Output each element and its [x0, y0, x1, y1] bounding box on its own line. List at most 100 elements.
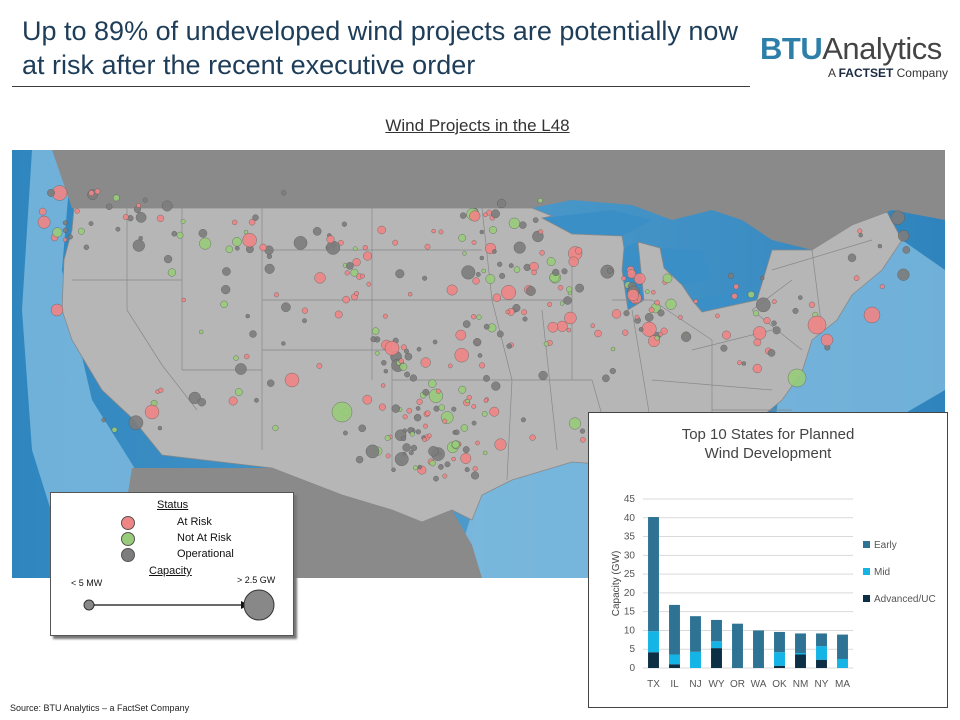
map-dots: [37, 185, 911, 482]
wind-project-dot: [471, 240, 477, 245]
wind-project-dot: [787, 368, 807, 388]
wind-project-dot: [807, 315, 827, 335]
x-tick-label: NM: [793, 679, 809, 690]
bar-segment: [837, 658, 848, 668]
legend-entry: Advanced/UC: [874, 594, 936, 605]
state-borders: [72, 207, 873, 481]
y-tick-label: 25: [624, 569, 636, 580]
wind-project-dot: [481, 411, 488, 417]
wind-project-dot: [138, 235, 143, 241]
at-risk-swatch: [121, 516, 135, 530]
wind-project-dot: [228, 396, 238, 406]
wind-project-dot: [662, 273, 673, 284]
wind-project-dot: [476, 314, 482, 320]
wind-project-dot: [660, 327, 668, 335]
wind-project-dot: [83, 244, 90, 251]
y-tick-label: 10: [624, 625, 636, 636]
not-at-risk-swatch: [121, 532, 135, 546]
wind-project-dot: [763, 317, 771, 325]
wind-project-dot: [199, 237, 212, 250]
wind-project-dot: [479, 229, 484, 235]
wind-project-dot: [422, 275, 428, 281]
wind-project-dot: [538, 370, 548, 381]
wind-project-dot: [164, 254, 173, 264]
wind-project-dot: [447, 363, 453, 369]
x-tick-label: WA: [751, 679, 767, 690]
wind-project-dot: [444, 461, 451, 468]
bar-segment: [753, 630, 764, 668]
wind-project-dot: [513, 241, 526, 254]
wind-project-dot: [312, 227, 322, 236]
large-capacity-dot: [243, 589, 275, 621]
wind-project-dot: [181, 297, 186, 303]
wind-project-dot: [234, 246, 240, 251]
wind-project-dot: [579, 428, 586, 434]
wind-project-dot: [382, 313, 388, 319]
wind-project-dot: [326, 235, 335, 244]
bar-segment: [669, 604, 680, 655]
wind-project-dot: [609, 367, 616, 375]
wind-project-dot: [161, 200, 173, 212]
wind-project-dot: [767, 349, 776, 357]
wind-project-dot: [433, 405, 440, 412]
wind-project-dot: [454, 429, 460, 435]
wind-project-dot: [232, 237, 242, 247]
wind-project-dot: [88, 221, 94, 227]
wind-project-dot: [460, 424, 469, 432]
wind-project-dot: [462, 320, 471, 328]
wind-project-dot: [274, 292, 280, 298]
x-tick-label: MA: [835, 679, 850, 690]
wind-project-dot: [281, 341, 286, 346]
wind-project-dot: [136, 203, 142, 209]
wind-project-dot: [897, 230, 910, 242]
bar-segment: [795, 652, 806, 655]
wind-project-dot: [413, 465, 418, 471]
wind-project-dot: [88, 190, 95, 197]
bar-segment: [690, 651, 701, 668]
y-tick-label: 45: [624, 494, 636, 505]
wind-project-dot: [316, 362, 323, 369]
wind-project-dot: [731, 293, 738, 300]
wind-project-dot: [401, 435, 407, 442]
y-tick-label: 40: [624, 513, 636, 524]
bar-segment: [774, 665, 785, 668]
wind-project-dot: [266, 253, 273, 260]
wind-project-dot: [519, 221, 527, 229]
wind-project-dot: [272, 424, 279, 432]
wind-project-dot: [458, 234, 466, 242]
wind-project-dot: [378, 403, 386, 411]
wind-project-dot: [566, 327, 571, 333]
wind-project-dot: [547, 321, 559, 333]
wind-project-dot: [197, 397, 207, 407]
legend-entry: Early: [874, 540, 897, 551]
wind-project-dot: [157, 425, 163, 431]
wind-project-dot: [537, 197, 543, 204]
wind-project-dot: [422, 437, 427, 442]
wind-project-dot: [771, 299, 777, 305]
y-axis-label: Capacity (GW): [611, 551, 622, 617]
wind-project-dot: [602, 374, 610, 383]
bar-segment: [795, 633, 806, 653]
wind-project-dot: [128, 415, 144, 431]
bar-segment: [816, 646, 827, 660]
wind-project-dot: [462, 251, 467, 256]
wind-project-dot: [346, 262, 354, 270]
wind-project-dot: [362, 244, 368, 251]
wind-project-dot: [115, 226, 121, 232]
x-tick-label: TX: [647, 679, 660, 690]
wind-project-dot: [433, 475, 439, 482]
wind-project-dot: [67, 234, 73, 240]
wind-project-dot: [391, 404, 400, 413]
wind-project-dot: [483, 398, 489, 403]
wind-project-dot: [496, 330, 504, 338]
wind-project-dot: [225, 245, 234, 254]
wind-project-dot: [472, 466, 478, 472]
wind-project-dot: [350, 268, 359, 277]
wind-project-dot: [489, 406, 500, 417]
wind-project-dot: [132, 239, 145, 252]
wind-project-dot: [756, 297, 771, 313]
wind-project-dot: [897, 268, 910, 281]
wind-project-dot: [420, 357, 431, 368]
wind-project-dot: [281, 302, 291, 312]
wind-project-dot: [404, 352, 413, 361]
